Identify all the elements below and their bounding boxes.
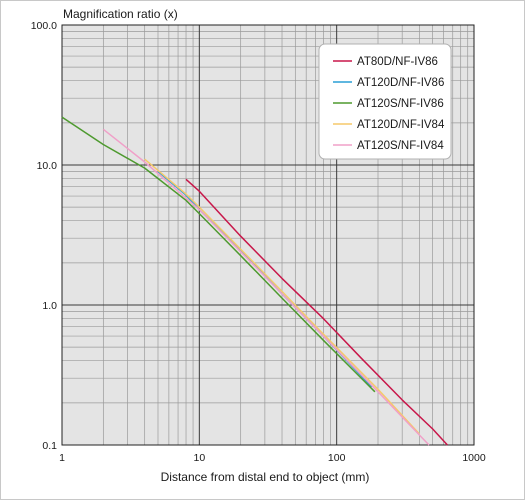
plot-frame — [61, 24, 475, 446]
x-axis-title: Distance from distal end to object (mm) — [161, 470, 370, 484]
legend-box — [318, 43, 452, 160]
x-tick-label: 1 — [59, 452, 65, 464]
series-line-1 — [185, 178, 448, 446]
series-line-3 — [61, 116, 376, 393]
x-tick-label: 100 — [328, 452, 346, 464]
y-tick-label: 0.1 — [42, 440, 57, 452]
legend-label: AT120S/NF-IV84 — [357, 140, 444, 152]
legend: AT80D/NF-IV86 AT120D/NF-IV86 AT120S/NF-IV8… — [318, 43, 452, 160]
x-tick-label: 1000 — [462, 452, 486, 464]
y-tick-label: 100.0 — [31, 20, 57, 32]
series-line-4 — [144, 158, 420, 435]
y-tick-labels: 0.1 1.0 10.0 100.0 — [31, 20, 57, 452]
y-axis-title: Magnification ratio (x) — [63, 7, 178, 21]
legend-label: AT120S/NF-IV86 — [357, 98, 444, 110]
series-layer — [61, 116, 448, 446]
y-tick-label: 10.0 — [37, 160, 58, 172]
series-line-5 — [102, 128, 430, 446]
legend-label: AT120D/NF-IV86 — [357, 77, 444, 89]
x-tick-labels: 1 10 100 1000 — [59, 452, 486, 464]
legend-label: AT80D/NF-IV86 — [357, 56, 438, 68]
legend-label: AT120D/NF-IV84 — [357, 119, 445, 131]
legend-items: AT80D/NF-IV86 AT120D/NF-IV86 AT120S/NF-IV8… — [333, 56, 445, 152]
x-tick-label: 10 — [193, 452, 205, 464]
y-tick-label: 1.0 — [42, 300, 57, 312]
